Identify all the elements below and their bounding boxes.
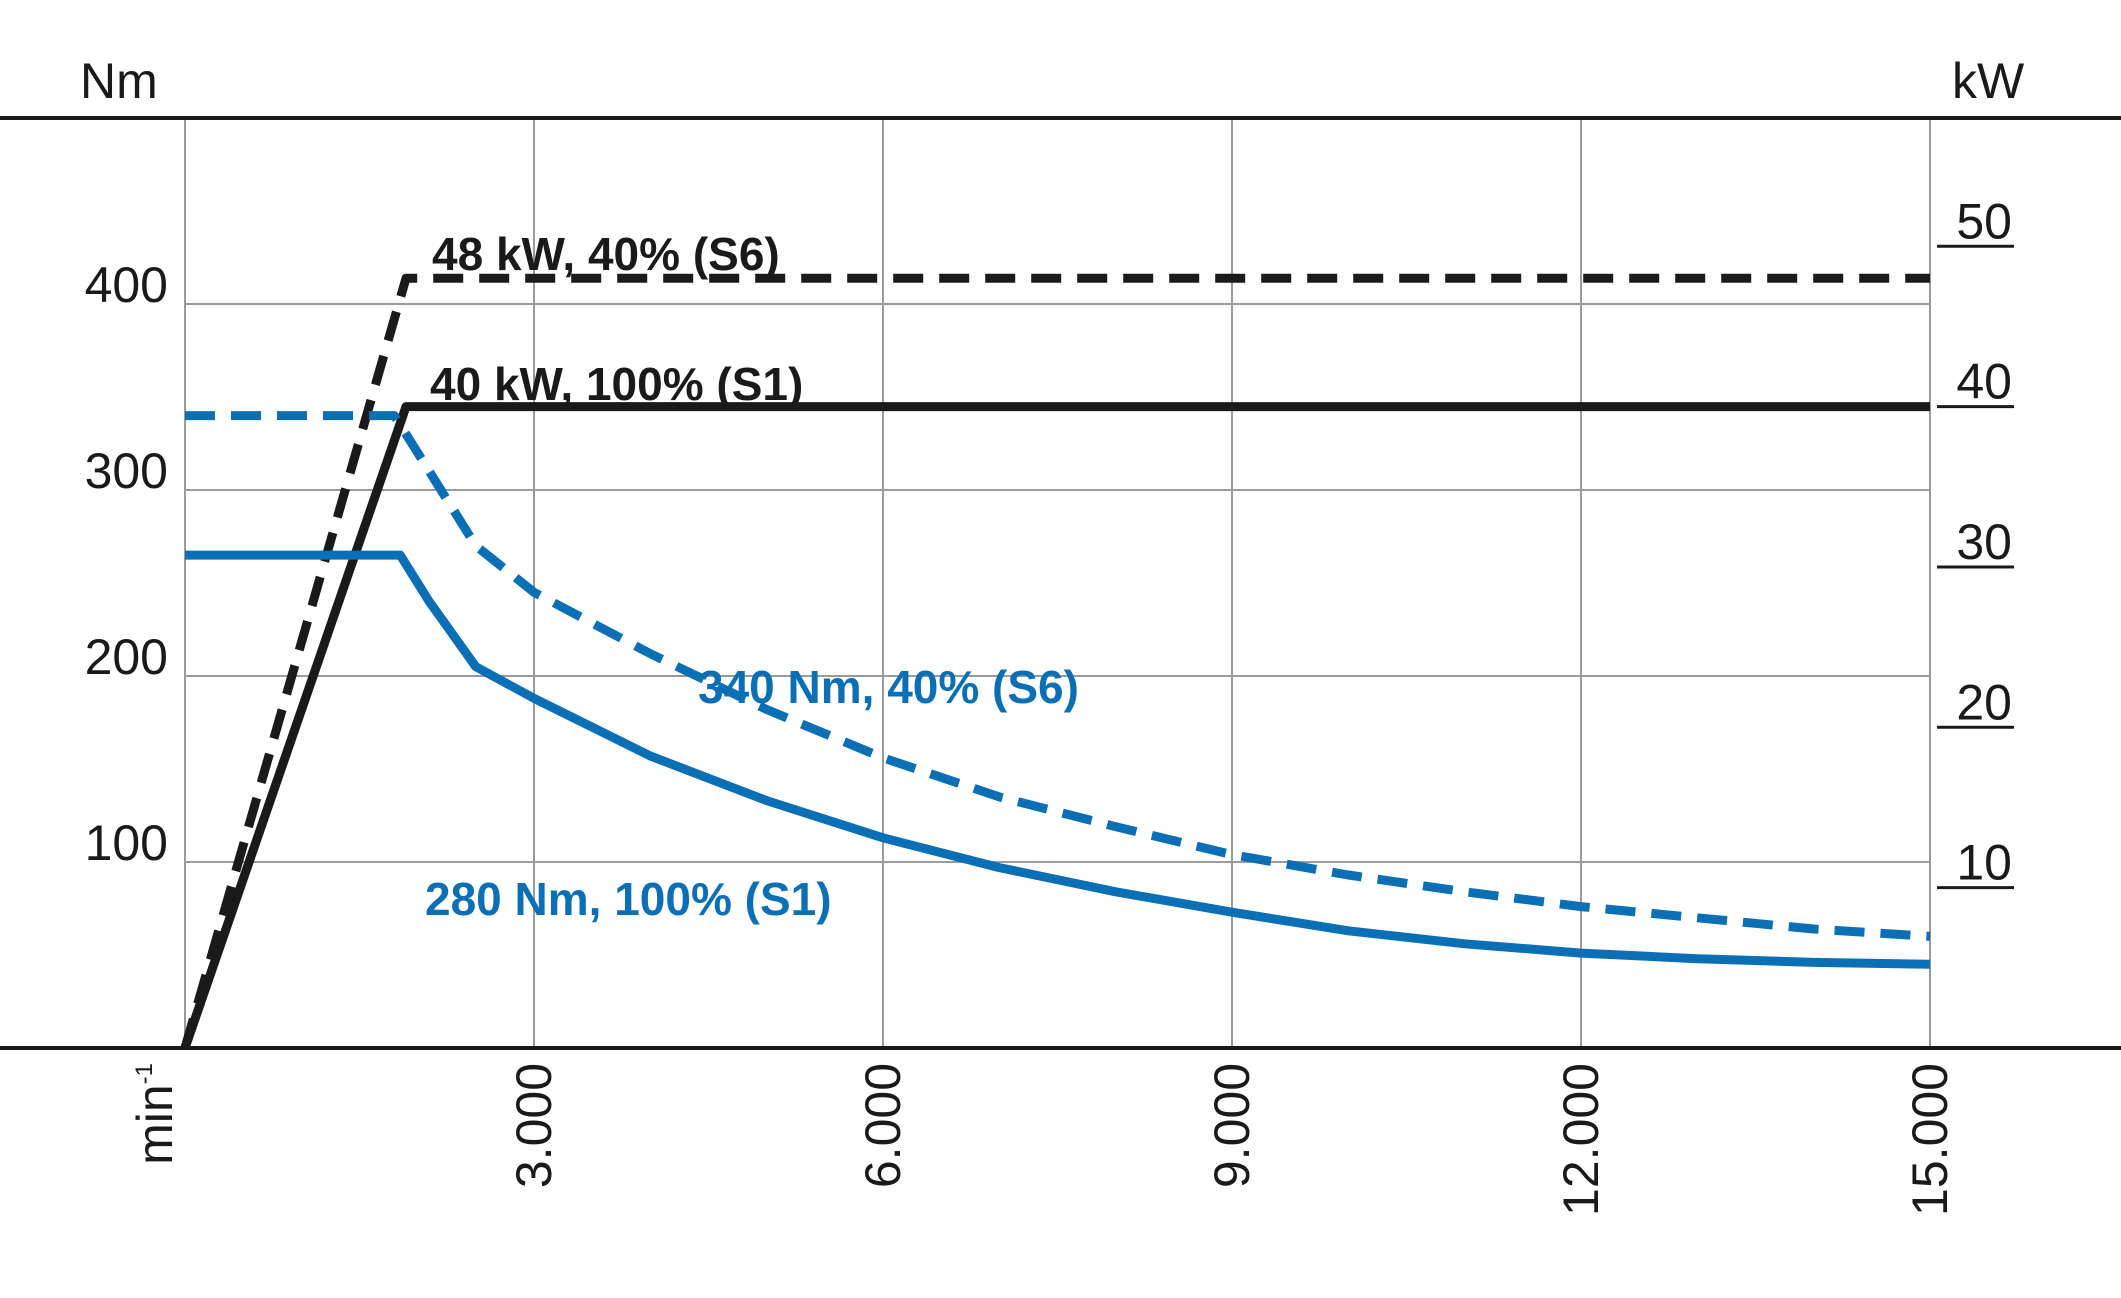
x-tick-label: 3.000 (506, 1063, 562, 1188)
series-label-280-nm-100-s1: 280 Nm, 100% (S1) (425, 873, 832, 925)
series-label-340-nm-40-s6: 340 Nm, 40% (S6) (698, 661, 1079, 713)
axes (0, 116, 2121, 1050)
series-label-48-kw-40-s6: 48 kW, 40% (S6) (432, 228, 780, 280)
x-tick-label: 15.000 (1902, 1063, 1958, 1216)
series-line-280-nm-100-s1 (185, 550, 1931, 969)
y-right-unit-label: kW (1952, 53, 2025, 109)
grid (184, 118, 1931, 1048)
x-unit-label: min-1 (127, 1063, 183, 1165)
y-right-tick-label: 20 (1956, 674, 2012, 730)
series-label-40-kw-100-s1: 40 kW, 100% (S1) (430, 358, 803, 410)
y-right-tick-label: 50 (1956, 193, 2012, 249)
x-tick-label: 9.000 (1204, 1063, 1260, 1188)
y-left-tick-label: 400 (85, 257, 168, 313)
series-lines (180, 273, 1931, 1050)
y-right-tick-label: 10 (1956, 835, 2012, 891)
y-left-tick-label: 300 (85, 443, 168, 499)
series-line-48-kw-40-s6 (180, 273, 1930, 1050)
labels: 100 200 300 400 10 20 30 40 50 3.000 6.000 9.000 12.… (80, 53, 2025, 1216)
y-left-unit-label: Nm (80, 53, 158, 109)
series-line-340-nm-40-s6 (185, 411, 1931, 941)
y-right-tick-label: 30 (1956, 514, 2012, 570)
y-left-tick-label: 200 (85, 629, 168, 685)
y-left-tick-label: 100 (85, 815, 168, 871)
x-tick-label: 6.000 (855, 1063, 911, 1188)
y-right-tick-label: 40 (1956, 354, 2012, 410)
series-line-40-kw-100-s1 (180, 402, 1930, 1050)
x-tick-label: 12.000 (1553, 1063, 1609, 1216)
